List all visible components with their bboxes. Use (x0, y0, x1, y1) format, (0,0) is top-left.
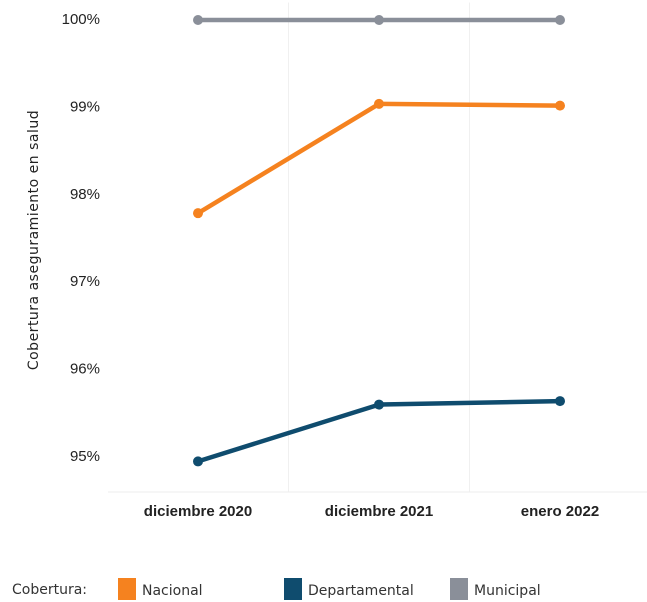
legend-label: Nacional (142, 583, 203, 599)
x-tick-label: diciembre 2020 (144, 503, 252, 520)
series-line (196, 101, 561, 216)
y-tick-label: 97% (70, 273, 100, 290)
y-axis-label: Cobertura aseguramiento en salud (26, 110, 42, 370)
legend-label: Departamental (308, 583, 414, 599)
data-point (193, 456, 203, 467)
x-tick-label: diciembre 2021 (325, 503, 433, 520)
y-tick-label: 96% (70, 361, 100, 378)
data-point (374, 14, 384, 25)
data-point (193, 14, 203, 25)
y-tick-label: 95% (70, 448, 100, 465)
legend-title: Cobertura: (12, 582, 87, 598)
data-point (555, 14, 565, 25)
data-point (193, 208, 203, 219)
y-tick-label: 98% (70, 186, 100, 203)
data-point (374, 399, 384, 410)
data-point (555, 396, 565, 407)
y-tick-label: 100% (62, 11, 100, 28)
legend-swatch (450, 578, 468, 600)
legend-swatch (118, 578, 136, 600)
data-point (374, 98, 384, 109)
legend-swatch (284, 578, 302, 600)
series-line (197, 398, 561, 464)
x-tick-label: enero 2022 (521, 503, 599, 520)
legend-label: Municipal (474, 583, 541, 599)
y-tick-label: 99% (70, 98, 100, 115)
data-point (555, 100, 565, 111)
